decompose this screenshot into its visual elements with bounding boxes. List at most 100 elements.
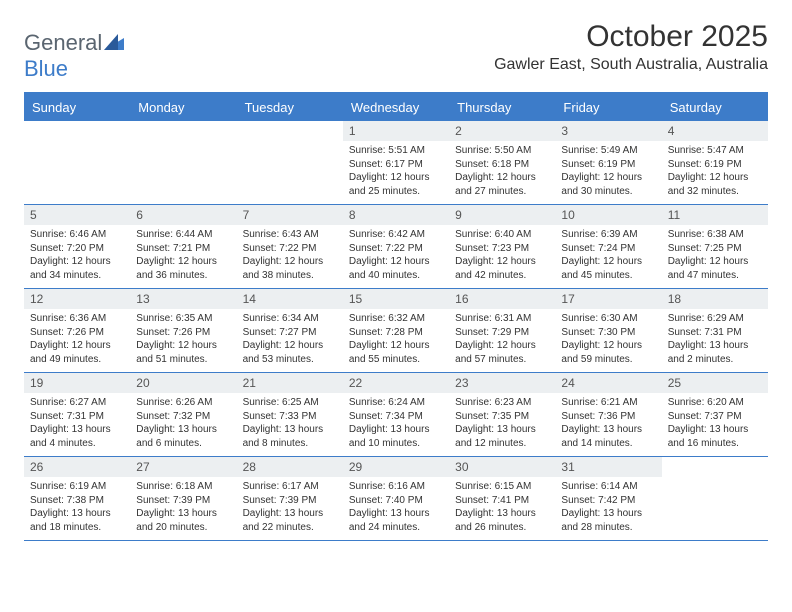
day-content: Sunrise: 6:26 AMSunset: 7:32 PMDaylight:… xyxy=(130,393,236,456)
day-cell: 3Sunrise: 5:49 AMSunset: 6:19 PMDaylight… xyxy=(555,121,661,204)
day-number: 21 xyxy=(237,373,343,393)
day-content: Sunrise: 6:34 AMSunset: 7:27 PMDaylight:… xyxy=(237,309,343,372)
daylight-text: Daylight: 13 hours and 4 minutes. xyxy=(30,423,124,450)
sunrise-text: Sunrise: 6:17 AM xyxy=(243,480,337,494)
daylight-text: Daylight: 13 hours and 22 minutes. xyxy=(243,507,337,534)
sunrise-text: Sunrise: 6:39 AM xyxy=(561,228,655,242)
sunset-text: Sunset: 7:22 PM xyxy=(349,242,443,256)
sunrise-text: Sunrise: 6:15 AM xyxy=(455,480,549,494)
day-header-row: SundayMondayTuesdayWednesdayThursdayFrid… xyxy=(24,94,768,121)
sunrise-text: Sunrise: 5:50 AM xyxy=(455,144,549,158)
day-number: 24 xyxy=(555,373,661,393)
day-number: 15 xyxy=(343,289,449,309)
day-cell: 14Sunrise: 6:34 AMSunset: 7:27 PMDayligh… xyxy=(237,289,343,372)
day-content: Sunrise: 6:38 AMSunset: 7:25 PMDaylight:… xyxy=(662,225,768,288)
day-content: Sunrise: 6:42 AMSunset: 7:22 PMDaylight:… xyxy=(343,225,449,288)
sunrise-text: Sunrise: 6:27 AM xyxy=(30,396,124,410)
daylight-text: Daylight: 12 hours and 30 minutes. xyxy=(561,171,655,198)
daylight-text: Daylight: 12 hours and 53 minutes. xyxy=(243,339,337,366)
sunrise-text: Sunrise: 6:20 AM xyxy=(668,396,762,410)
day-number: 7 xyxy=(237,205,343,225)
sunrise-text: Sunrise: 5:51 AM xyxy=(349,144,443,158)
weeks-container: 1Sunrise: 5:51 AMSunset: 6:17 PMDaylight… xyxy=(24,121,768,541)
daylight-text: Daylight: 12 hours and 38 minutes. xyxy=(243,255,337,282)
week-row: 26Sunrise: 6:19 AMSunset: 7:38 PMDayligh… xyxy=(24,457,768,541)
calendar: SundayMondayTuesdayWednesdayThursdayFrid… xyxy=(24,92,768,541)
day-number: 6 xyxy=(130,205,236,225)
sunrise-text: Sunrise: 6:30 AM xyxy=(561,312,655,326)
day-content: Sunrise: 6:43 AMSunset: 7:22 PMDaylight:… xyxy=(237,225,343,288)
daylight-text: Daylight: 13 hours and 2 minutes. xyxy=(668,339,762,366)
day-number: 3 xyxy=(555,121,661,141)
daylight-text: Daylight: 13 hours and 8 minutes. xyxy=(243,423,337,450)
sunset-text: Sunset: 6:18 PM xyxy=(455,158,549,172)
day-number: 10 xyxy=(555,205,661,225)
day-content: Sunrise: 6:21 AMSunset: 7:36 PMDaylight:… xyxy=(555,393,661,456)
daylight-text: Daylight: 12 hours and 47 minutes. xyxy=(668,255,762,282)
day-number: 27 xyxy=(130,457,236,477)
day-content: Sunrise: 6:36 AMSunset: 7:26 PMDaylight:… xyxy=(24,309,130,372)
sunrise-text: Sunrise: 6:36 AM xyxy=(30,312,124,326)
day-cell: 16Sunrise: 6:31 AMSunset: 7:29 PMDayligh… xyxy=(449,289,555,372)
day-cell: 24Sunrise: 6:21 AMSunset: 7:36 PMDayligh… xyxy=(555,373,661,456)
day-content: Sunrise: 5:50 AMSunset: 6:18 PMDaylight:… xyxy=(449,141,555,204)
week-row: 12Sunrise: 6:36 AMSunset: 7:26 PMDayligh… xyxy=(24,289,768,373)
day-cell: 30Sunrise: 6:15 AMSunset: 7:41 PMDayligh… xyxy=(449,457,555,540)
day-header-monday: Monday xyxy=(130,94,236,121)
day-number: 28 xyxy=(237,457,343,477)
day-cell: 12Sunrise: 6:36 AMSunset: 7:26 PMDayligh… xyxy=(24,289,130,372)
sunset-text: Sunset: 7:24 PM xyxy=(561,242,655,256)
sunset-text: Sunset: 7:34 PM xyxy=(349,410,443,424)
week-row: 5Sunrise: 6:46 AMSunset: 7:20 PMDaylight… xyxy=(24,205,768,289)
sunset-text: Sunset: 6:19 PM xyxy=(561,158,655,172)
day-cell: 4Sunrise: 5:47 AMSunset: 6:19 PMDaylight… xyxy=(662,121,768,204)
day-content: Sunrise: 5:47 AMSunset: 6:19 PMDaylight:… xyxy=(662,141,768,204)
day-header-saturday: Saturday xyxy=(662,94,768,121)
sunset-text: Sunset: 7:39 PM xyxy=(243,494,337,508)
day-number: 13 xyxy=(130,289,236,309)
empty-cell xyxy=(130,121,236,204)
day-number: 11 xyxy=(662,205,768,225)
daylight-text: Daylight: 12 hours and 32 minutes. xyxy=(668,171,762,198)
sunset-text: Sunset: 7:35 PM xyxy=(455,410,549,424)
daylight-text: Daylight: 13 hours and 16 minutes. xyxy=(668,423,762,450)
day-cell: 27Sunrise: 6:18 AMSunset: 7:39 PMDayligh… xyxy=(130,457,236,540)
day-content: Sunrise: 5:51 AMSunset: 6:17 PMDaylight:… xyxy=(343,141,449,204)
day-cell: 22Sunrise: 6:24 AMSunset: 7:34 PMDayligh… xyxy=(343,373,449,456)
daylight-text: Daylight: 13 hours and 10 minutes. xyxy=(349,423,443,450)
daylight-text: Daylight: 12 hours and 57 minutes. xyxy=(455,339,549,366)
sunset-text: Sunset: 7:22 PM xyxy=(243,242,337,256)
daylight-text: Daylight: 12 hours and 49 minutes. xyxy=(30,339,124,366)
logo-triangle-icon xyxy=(104,30,124,56)
daylight-text: Daylight: 12 hours and 59 minutes. xyxy=(561,339,655,366)
sunrise-text: Sunrise: 6:44 AM xyxy=(136,228,230,242)
sunset-text: Sunset: 7:28 PM xyxy=(349,326,443,340)
daylight-text: Daylight: 13 hours and 20 minutes. xyxy=(136,507,230,534)
day-number: 30 xyxy=(449,457,555,477)
daylight-text: Daylight: 12 hours and 25 minutes. xyxy=(349,171,443,198)
day-content: Sunrise: 6:24 AMSunset: 7:34 PMDaylight:… xyxy=(343,393,449,456)
day-cell: 19Sunrise: 6:27 AMSunset: 7:31 PMDayligh… xyxy=(24,373,130,456)
sunrise-text: Sunrise: 6:31 AM xyxy=(455,312,549,326)
empty-cell xyxy=(24,121,130,204)
sunset-text: Sunset: 7:42 PM xyxy=(561,494,655,508)
day-cell: 5Sunrise: 6:46 AMSunset: 7:20 PMDaylight… xyxy=(24,205,130,288)
sunset-text: Sunset: 7:25 PM xyxy=(668,242,762,256)
day-number: 17 xyxy=(555,289,661,309)
sunrise-text: Sunrise: 6:18 AM xyxy=(136,480,230,494)
day-cell: 8Sunrise: 6:42 AMSunset: 7:22 PMDaylight… xyxy=(343,205,449,288)
sunset-text: Sunset: 7:20 PM xyxy=(30,242,124,256)
day-cell: 1Sunrise: 5:51 AMSunset: 6:17 PMDaylight… xyxy=(343,121,449,204)
day-content: Sunrise: 6:23 AMSunset: 7:35 PMDaylight:… xyxy=(449,393,555,456)
day-number: 31 xyxy=(555,457,661,477)
day-number: 1 xyxy=(343,121,449,141)
day-content: Sunrise: 6:46 AMSunset: 7:20 PMDaylight:… xyxy=(24,225,130,288)
day-cell: 17Sunrise: 6:30 AMSunset: 7:30 PMDayligh… xyxy=(555,289,661,372)
sunset-text: Sunset: 7:29 PM xyxy=(455,326,549,340)
day-number: 2 xyxy=(449,121,555,141)
day-cell: 20Sunrise: 6:26 AMSunset: 7:32 PMDayligh… xyxy=(130,373,236,456)
sunset-text: Sunset: 7:41 PM xyxy=(455,494,549,508)
day-cell: 2Sunrise: 5:50 AMSunset: 6:18 PMDaylight… xyxy=(449,121,555,204)
sunset-text: Sunset: 7:33 PM xyxy=(243,410,337,424)
daylight-text: Daylight: 12 hours and 42 minutes. xyxy=(455,255,549,282)
